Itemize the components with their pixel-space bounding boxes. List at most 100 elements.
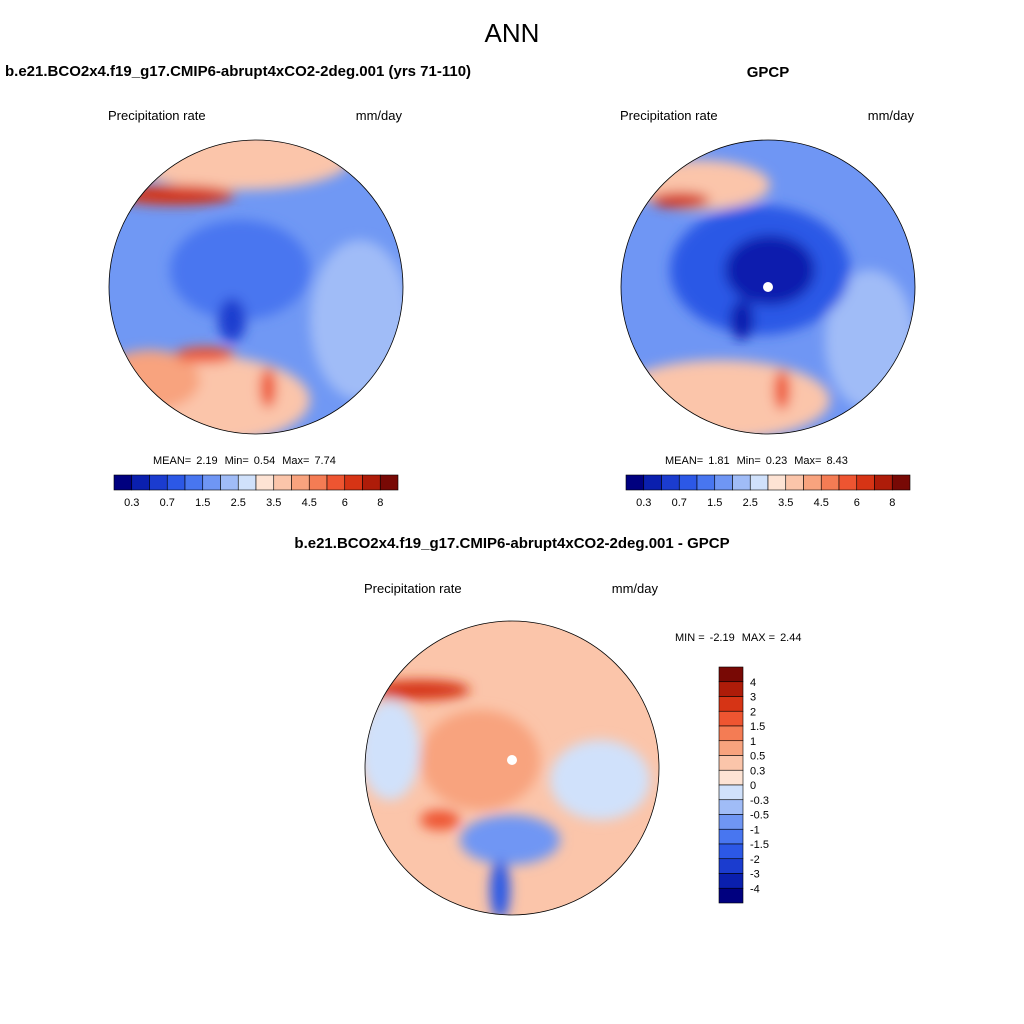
stat-label: Min= [225,455,249,467]
colorbar-box [718,814,744,830]
colorbar-box [291,474,310,491]
map-border [108,139,404,435]
colorbar-label: -2 [750,854,760,866]
colorbar-box [718,666,744,683]
colorbar-label: 1.5 [750,721,765,733]
stats: MEAN= 2.19 Min= 0.54 Max= 7.74 [153,455,336,467]
colorbar-label: 0.3 [124,497,139,509]
colorbar-label: 0.3 [750,765,765,777]
colorbar-box [696,474,716,491]
colorbar-box [184,474,204,491]
colorbar-label: -3 [750,869,760,881]
colorbar-box [718,710,744,727]
colorbar-box [718,873,744,889]
colorbar-label: 1.5 [195,497,210,509]
colorbar-box [643,474,662,491]
colorbar-label: -4 [750,883,760,895]
colorbar-box [273,474,292,491]
colorbar-label: 3.5 [778,497,793,509]
left-label: Precipitation rate [620,108,718,123]
colorbar-box [131,474,150,491]
colorbar-box [718,887,744,904]
colorbar-box [661,474,680,491]
stat-value: 0.23 [766,455,787,467]
colorbar-label: 8 [889,497,895,509]
colorbar-box [718,696,744,712]
map-border [620,139,916,435]
colorbar-box [362,474,381,491]
colorbar-label: 0 [750,780,756,792]
panel-title: GPCP [747,64,790,81]
colorbar-box [749,474,769,491]
colorbar-box [838,474,858,491]
colorbar-box [718,799,744,815]
colorbar-box [625,474,645,491]
right-label: mm/day [612,581,659,596]
colorbar-label: 8 [377,497,383,509]
colorbar-box [326,474,346,491]
colorbar-box [166,474,186,491]
colorbar-label: 4 [750,677,756,689]
colorbar-box [255,474,275,491]
colorbar-box [785,474,804,491]
colorbar-box [767,474,787,491]
stat-label: MEAN= [665,455,703,467]
colorbar-box [220,474,239,491]
colorbar-label: 2.5 [231,497,246,509]
colorbar-label: 4.5 [814,497,829,509]
colorbar-label: 1.5 [707,497,722,509]
panel-title: b.e21.BCO2x4.f19_g17.CMIP6-abrupt4xCO2-2… [294,535,729,552]
colorbar-box [718,784,744,801]
map-border [364,620,660,916]
map [365,621,659,915]
colorbar-box [718,769,744,786]
colorbar-box [856,474,875,491]
colorbar-label: -1.5 [750,839,769,851]
colorbar-label: -1 [750,824,760,836]
colorbar-label: -0.3 [750,795,769,807]
panel-title: b.e21.BCO2x4.f19_g17.CMIP6-abrupt4xCO2-2… [5,63,471,80]
colorbar-box [820,474,840,491]
main-title: ANN [485,18,540,48]
colorbar-box [718,858,744,874]
stat-label: Max= [282,455,309,467]
colorbar-label: 4.5 [302,497,317,509]
colorbar-label: -0.5 [750,810,769,822]
colorbar-label: 6 [342,497,348,509]
colorbar-box [714,474,733,491]
colorbar-box [113,474,133,491]
colorbar-box [732,474,751,491]
colorbar-box [308,474,328,491]
colorbar-box [718,828,744,845]
colorbar-box [803,474,822,491]
right-label: mm/day [868,108,915,123]
colorbar-box [874,474,893,491]
stat-label: Min= [737,455,761,467]
colorbar-box [718,681,744,697]
stats: MIN = -2.19 MAX = 2.44 [675,632,801,644]
map [621,140,915,434]
colorbar-box [718,725,744,742]
colorbar-box [718,740,744,756]
colorbar-label: 0.5 [750,751,765,763]
left-label: Precipitation rate [364,581,462,596]
colorbar-box [202,474,221,491]
colorbar-label: 0.7 [672,497,687,509]
colorbar-label: 0.3 [636,497,651,509]
stat-label: MIN = [675,632,705,644]
stat-value: 2.44 [780,632,801,644]
right-label: mm/day [356,108,403,123]
colorbar-box [678,474,698,491]
colorbar-label: 3 [750,692,756,704]
colorbar-label: 3.5 [266,497,281,509]
colorbar-box [149,474,168,491]
colorbar-label: 1 [750,736,756,748]
colorbar-label: 2 [750,706,756,718]
stats: MEAN= 1.81 Min= 0.23 Max= 8.43 [665,455,848,467]
stat-value: -2.19 [710,632,735,644]
stat-value: 2.19 [196,455,217,467]
colorbar-box [718,843,744,860]
stat-value: 0.54 [254,455,275,467]
